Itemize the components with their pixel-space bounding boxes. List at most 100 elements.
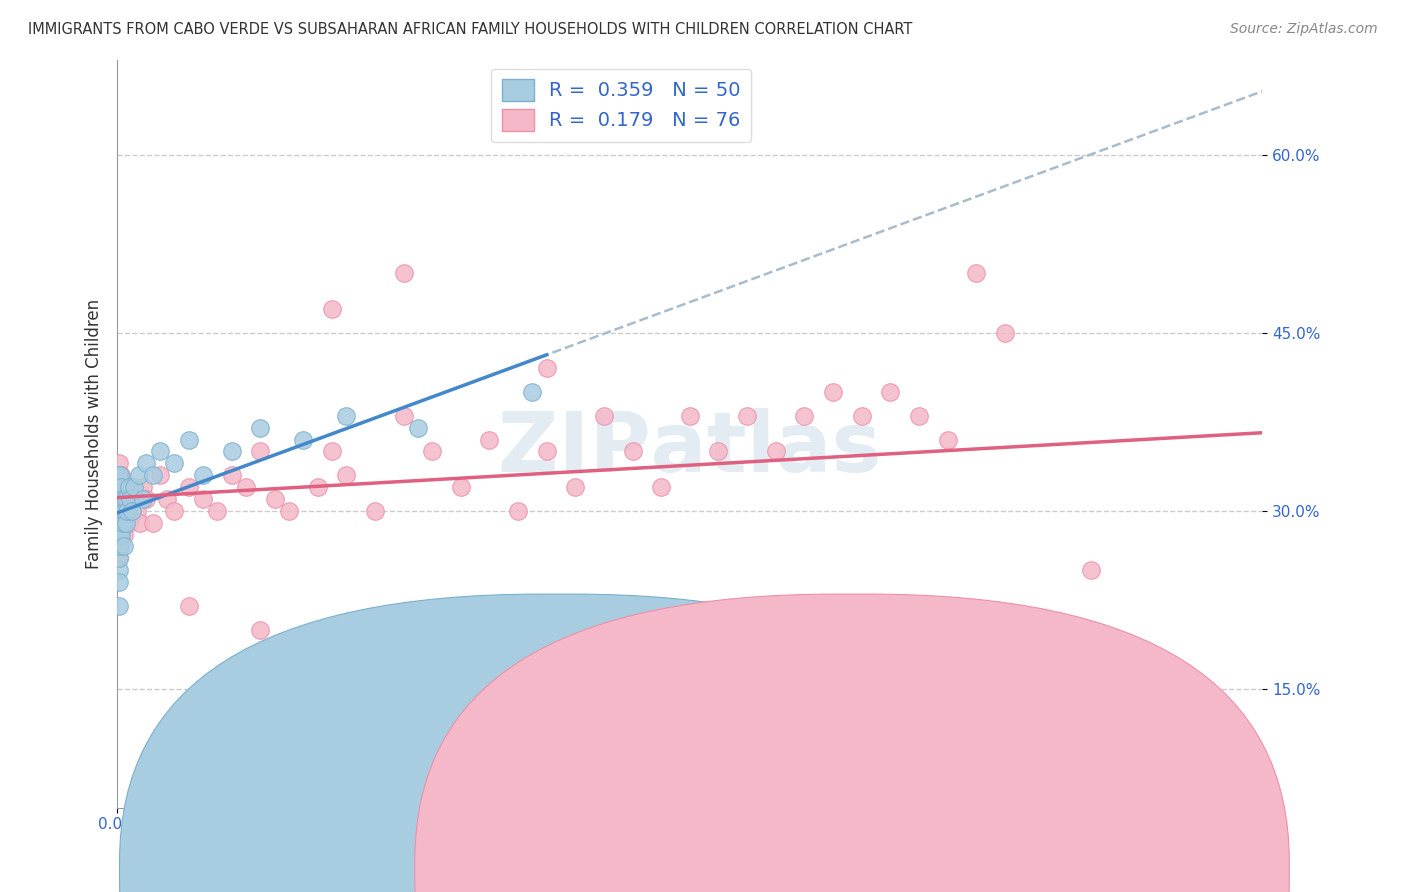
Point xyxy=(177,480,200,494)
Point xyxy=(392,266,415,280)
Point xyxy=(335,409,357,423)
Point xyxy=(191,491,214,506)
Point xyxy=(108,504,131,518)
Point xyxy=(108,540,131,554)
Point xyxy=(111,516,134,530)
Point xyxy=(1050,753,1073,767)
Point xyxy=(177,433,200,447)
Point xyxy=(263,491,285,506)
Point xyxy=(124,480,146,494)
Point xyxy=(292,433,315,447)
Point xyxy=(278,504,301,518)
Point xyxy=(120,491,142,506)
Point xyxy=(108,480,131,494)
Point xyxy=(110,527,132,541)
Point xyxy=(107,504,129,518)
Point xyxy=(307,480,329,494)
Point xyxy=(129,516,152,530)
Point xyxy=(132,480,155,494)
Point xyxy=(107,468,129,483)
Point xyxy=(107,491,129,506)
Point xyxy=(821,385,844,400)
Point xyxy=(110,468,132,483)
Point xyxy=(321,444,343,458)
Point xyxy=(108,491,131,506)
Point xyxy=(114,480,136,494)
Point xyxy=(107,575,129,590)
Point xyxy=(321,301,343,316)
Point xyxy=(994,326,1017,340)
Y-axis label: Family Households with Children: Family Households with Children xyxy=(86,299,103,569)
Point xyxy=(135,456,157,470)
Point xyxy=(650,480,672,494)
Point xyxy=(114,491,136,506)
Point xyxy=(765,444,787,458)
Point xyxy=(207,504,229,518)
Point xyxy=(108,468,131,483)
Legend: R =  0.359   N = 50, R =  0.179   N = 76: R = 0.359 N = 50, R = 0.179 N = 76 xyxy=(491,69,751,142)
Point xyxy=(1022,717,1045,731)
Point xyxy=(107,527,129,541)
Point xyxy=(851,409,873,423)
Point xyxy=(450,480,472,494)
Point xyxy=(107,540,129,554)
Point xyxy=(107,491,129,506)
Point xyxy=(107,516,129,530)
Point xyxy=(115,504,138,518)
Text: Immigrants from Cabo Verde: Immigrants from Cabo Verde xyxy=(591,861,831,879)
Point xyxy=(420,444,443,458)
Point xyxy=(107,527,129,541)
Point xyxy=(110,504,132,518)
Point xyxy=(163,504,186,518)
Text: Source: ZipAtlas.com: Source: ZipAtlas.com xyxy=(1230,22,1378,37)
Point xyxy=(936,433,959,447)
Point xyxy=(132,491,155,506)
Point xyxy=(107,563,129,577)
Point xyxy=(108,504,131,518)
Point xyxy=(965,266,987,280)
Text: IMMIGRANTS FROM CABO VERDE VS SUBSAHARAN AFRICAN FAMILY HOUSEHOLDS WITH CHILDREN: IMMIGRANTS FROM CABO VERDE VS SUBSAHARAN… xyxy=(28,22,912,37)
Point xyxy=(107,480,129,494)
Point xyxy=(879,385,901,400)
Point xyxy=(110,516,132,530)
Point xyxy=(112,527,135,541)
Point xyxy=(107,540,129,554)
Point xyxy=(112,540,135,554)
Point xyxy=(108,516,131,530)
Point xyxy=(124,491,146,506)
Point xyxy=(621,444,644,458)
Point xyxy=(679,409,702,423)
Point xyxy=(108,527,131,541)
Point xyxy=(107,504,129,518)
Point xyxy=(111,516,134,530)
Point xyxy=(121,480,143,494)
Point xyxy=(108,480,131,494)
Point xyxy=(111,504,134,518)
Point xyxy=(536,444,558,458)
Point xyxy=(107,551,129,566)
Point xyxy=(111,491,134,506)
Point xyxy=(249,420,271,434)
Point xyxy=(478,433,501,447)
Point xyxy=(110,504,132,518)
Point xyxy=(1080,563,1102,577)
Point xyxy=(108,516,131,530)
Point xyxy=(107,599,129,613)
Point xyxy=(364,504,387,518)
Point xyxy=(112,504,135,518)
Point xyxy=(121,504,143,518)
Point xyxy=(406,420,429,434)
Point xyxy=(128,468,150,483)
Point xyxy=(235,480,257,494)
Point xyxy=(115,491,138,506)
Point xyxy=(110,480,132,494)
Point xyxy=(793,409,815,423)
Point xyxy=(120,504,142,518)
Point xyxy=(163,456,186,470)
Point xyxy=(707,444,730,458)
Point xyxy=(735,409,758,423)
Point xyxy=(107,480,129,494)
Point xyxy=(908,409,931,423)
Point xyxy=(392,409,415,423)
Text: ZIP​atlas: ZIP​atlas xyxy=(498,409,882,489)
